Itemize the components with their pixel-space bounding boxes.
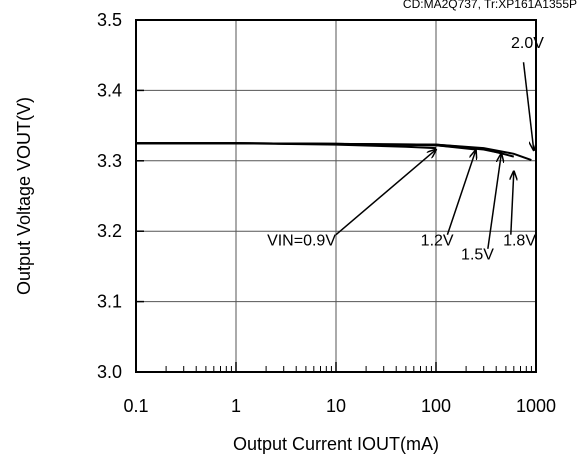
series-lines	[136, 142, 532, 162]
annotation-label: 1.8V	[503, 232, 536, 249]
y-tick-label: 3.1	[97, 292, 122, 312]
chart-note: CD:MA2Q737, Tr:XP161A1355P	[403, 0, 577, 11]
annotation-arrow	[335, 150, 436, 236]
x-tick-label: 0.1	[123, 396, 148, 416]
y-tick-label: 3.4	[97, 80, 122, 100]
annotation-arrow	[511, 171, 514, 235]
x-axis-label: Output Current IOUT(mA)	[233, 434, 439, 454]
series-line	[136, 142, 532, 162]
x-tick-label: 1	[231, 396, 241, 416]
annotation-label: 1.5V	[461, 246, 494, 263]
grid	[136, 20, 536, 372]
annotation-label: 1.2V	[421, 232, 454, 249]
annotation-label: 2.0V	[511, 35, 544, 52]
tick-labels: 0.1 1 10 100 1000 3.0 3.1 3.2 3.3 3.4 3.5	[97, 10, 556, 416]
y-tick-label: 3.2	[97, 221, 122, 241]
y-tick-label: 3.0	[97, 362, 122, 382]
x-tick-label: 10	[326, 396, 346, 416]
annotation-label: VIN=0.9V	[267, 232, 336, 249]
annotation-arrow	[446, 150, 475, 235]
y-tick-label: 3.5	[97, 10, 122, 30]
x-tick-label: 1000	[516, 396, 556, 416]
annotations: VIN=0.9V 1.2V 1.5V 1.8V 2.0V	[267, 35, 544, 263]
annotation-arrow	[487, 154, 501, 249]
plot-frame	[135, 19, 537, 373]
annotation-arrow	[522, 62, 534, 150]
y-tick-label: 3.3	[97, 151, 122, 171]
x-tick-label: 100	[421, 396, 451, 416]
y-axis-label: Output Voltage VOUT(V)	[14, 97, 34, 295]
